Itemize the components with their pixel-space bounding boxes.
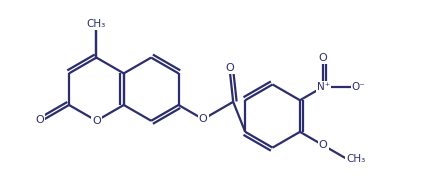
Text: CH₃: CH₃ xyxy=(87,19,106,28)
Text: O: O xyxy=(35,115,44,125)
Text: O: O xyxy=(199,114,207,124)
Text: O: O xyxy=(92,116,101,126)
Text: O: O xyxy=(226,63,234,73)
Text: O: O xyxy=(319,53,328,63)
Text: O: O xyxy=(319,140,328,150)
Text: N⁺: N⁺ xyxy=(317,82,330,92)
Text: O⁻: O⁻ xyxy=(352,82,365,92)
Text: CH₃: CH₃ xyxy=(346,154,366,164)
